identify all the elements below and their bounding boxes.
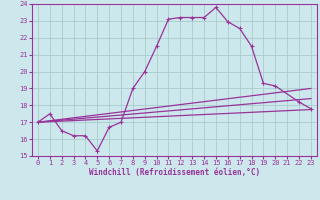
X-axis label: Windchill (Refroidissement éolien,°C): Windchill (Refroidissement éolien,°C) [89, 168, 260, 177]
